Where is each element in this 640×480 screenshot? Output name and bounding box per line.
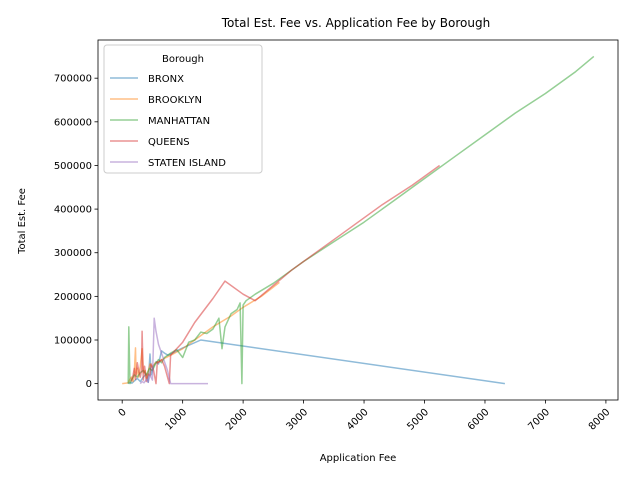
plot-frame: [97, 39, 619, 401]
legend-box: [103, 44, 263, 174]
chart-title: Total Est. Fee vs. Application Fee by Bo…: [221, 16, 490, 30]
legend-entry: QUEENS: [148, 137, 190, 148]
y-tick-label: 700000: [54, 74, 92, 85]
y-tick-label: 600000: [54, 117, 92, 128]
legend-title: Borough: [162, 54, 204, 65]
series-line-queens: [130, 164, 441, 385]
legend: Borough BRONX BROOKLYN MANHATTAN QUEENS STATE…: [103, 44, 263, 174]
y-tick-label: 100000: [54, 336, 92, 347]
plot-area: [97, 39, 619, 401]
legend-entry: BRONX: [148, 74, 184, 85]
legend-entry: STATEN ISLAND: [148, 158, 226, 169]
series-line-staten-island: [139, 317, 208, 385]
y-axis-label: Total Est. Fee: [17, 188, 28, 255]
x-axis-label: Application Fee: [320, 453, 397, 464]
y-tick-label: 0: [86, 379, 92, 390]
y-tick-label: 300000: [54, 248, 92, 259]
legend-entry: BROOKLYN: [148, 95, 202, 106]
y-tick-label: 200000: [54, 292, 92, 303]
legend-entry: MANHATTAN: [148, 116, 210, 127]
y-tick-label: 400000: [54, 205, 92, 216]
y-tick-label: 500000: [54, 161, 92, 172]
